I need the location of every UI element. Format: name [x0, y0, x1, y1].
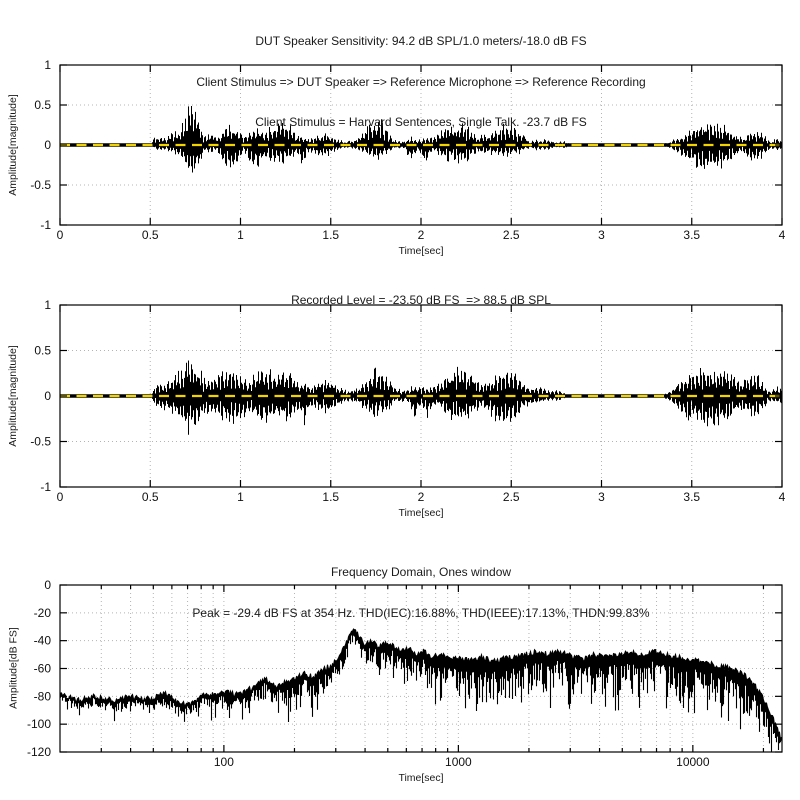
y-tick-label: -40 [34, 634, 52, 648]
spectrum-top-contour [60, 628, 782, 742]
x-tick-label: 0.5 [142, 228, 159, 242]
plot1-ylabel: Amplitude[magnitude] [7, 94, 19, 196]
plot2-title-line1: Recorded Level = -23.50 dB FS => 88.5 dB… [291, 293, 551, 307]
x-tick-label: 1 [237, 490, 244, 504]
x-tick-label: 3 [598, 490, 605, 504]
plot1-title-line3: Client Stimulus = Harvard Sentences, Sin… [255, 115, 587, 129]
y-tick-label: 0 [44, 138, 51, 152]
plot2-ylabel: Amplitude[magnitude] [7, 345, 19, 447]
y-tick-label: -0.5 [30, 178, 51, 192]
x-tick-label: 1000 [445, 755, 472, 769]
y-tick-label: -0.5 [30, 435, 51, 449]
y-tick-label: -100 [27, 717, 51, 731]
x-tick-label: 3 [598, 228, 605, 242]
x-tick-label: 0 [57, 228, 64, 242]
plot1-title-line1: DUT Speaker Sensitivity: 94.2 dB SPL/1.0… [255, 34, 587, 48]
x-tick-label: 0 [57, 490, 64, 504]
y-tick-label: -60 [34, 662, 52, 676]
y-tick-label: -80 [34, 689, 52, 703]
x-tick-label: 100 [214, 755, 234, 769]
plot3-title-line2: Peak = -29.4 dB FS at 354 Hz. THD(IEC):1… [192, 605, 650, 620]
x-tick-label: 2.5 [503, 228, 520, 242]
y-tick-label: -1 [40, 480, 51, 494]
plot2-xlabel: Time[sec] [398, 507, 444, 519]
plot1-xlabel: Time[sec] [398, 245, 444, 257]
x-tick-label: 1 [237, 228, 244, 242]
x-tick-label: 2 [418, 490, 425, 504]
x-tick-label: 3.5 [683, 228, 700, 242]
y-tick-label: 0.5 [34, 98, 51, 112]
y-tick-label: -120 [27, 745, 51, 759]
x-tick-label: 0.5 [142, 490, 159, 504]
y-tick-label: -1 [40, 218, 51, 232]
plot3-title: Frequency Domain, Ones window Peak = -29… [60, 539, 782, 634]
plot3-ylabel: Amplitude[dB FS] [7, 627, 20, 709]
plot1-title-line2: Client Stimulus => DUT Speaker => Refere… [196, 74, 646, 89]
y-tick-label: 0.5 [34, 344, 51, 358]
y-tick-label: 0 [44, 578, 51, 592]
y-tick-label: 1 [44, 58, 51, 72]
y-tick-label: -20 [34, 606, 52, 620]
x-tick-label: 3.5 [683, 490, 700, 504]
plot2-title: Recorded Level = -23.50 dB FS => 88.5 dB… [60, 267, 782, 321]
plot3-xlabel: Time[sec] [398, 772, 444, 784]
plot1-title: DUT Speaker Sensitivity: 94.2 dB SPL/1.0… [60, 8, 782, 143]
x-tick-label: 1.5 [322, 228, 339, 242]
x-tick-label: 1.5 [322, 490, 339, 504]
x-tick-label: 4 [779, 228, 786, 242]
x-tick-label: 10000 [676, 755, 710, 769]
x-tick-label: 2.5 [503, 490, 520, 504]
plot3-title-line1: Frequency Domain, Ones window [330, 565, 512, 579]
x-tick-label: 2 [418, 228, 425, 242]
y-tick-label: 1 [44, 298, 51, 312]
x-tick-label: 4 [779, 490, 786, 504]
spectrum-trace [59, 629, 783, 752]
y-tick-label: 0 [44, 389, 51, 403]
